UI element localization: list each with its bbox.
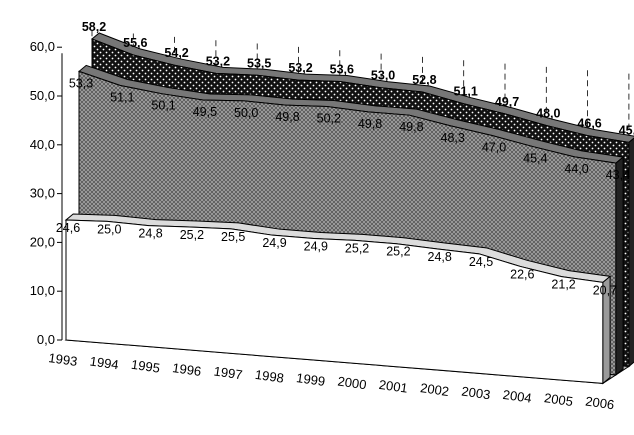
- data-label: 45,4: [523, 152, 547, 166]
- data-label: 25,2: [345, 241, 369, 255]
- data-label: 24,8: [428, 250, 452, 264]
- data-label: 47,0: [482, 141, 506, 155]
- x-tick-label: 2006: [584, 394, 615, 413]
- y-tick-label: 30,0: [30, 186, 55, 201]
- x-tick-label: 2000: [337, 373, 368, 392]
- x-tick-label: 1998: [254, 367, 285, 386]
- data-label: 45,9: [619, 123, 634, 137]
- data-label: 24,5: [469, 255, 493, 269]
- data-label: 53,0: [371, 69, 395, 83]
- x-tick-label: 2004: [502, 387, 533, 406]
- y-tick-label: 20,0: [30, 234, 55, 249]
- x-tick-label: 1997: [213, 363, 244, 382]
- data-label: 58,2: [82, 20, 106, 34]
- data-label: 53,6: [330, 62, 354, 76]
- y-tick-label: 60,0: [30, 39, 55, 54]
- data-label: 46,6: [577, 117, 601, 131]
- data-label: 22,6: [510, 267, 534, 281]
- y-tick-label: 10,0: [30, 283, 55, 298]
- data-label: 24,6: [56, 221, 80, 235]
- data-label: 49,8: [358, 117, 382, 131]
- x-tick-label: 1994: [89, 353, 120, 372]
- data-label: 49,8: [399, 120, 423, 134]
- data-label: 44,0: [564, 162, 588, 176]
- x-tick-label: 2003: [461, 384, 492, 403]
- data-label: 53,2: [288, 61, 312, 75]
- ribbons-layer: [64, 32, 634, 385]
- y-tick-label: 40,0: [30, 137, 55, 152]
- data-label: 53,3: [69, 76, 93, 90]
- data-label: 53,2: [206, 54, 230, 68]
- data-label: 49,5: [193, 105, 217, 119]
- series-side-edge: [615, 156, 624, 376]
- x-tick-label: 1995: [130, 357, 161, 376]
- data-label: 50,1: [151, 99, 175, 113]
- data-label: 25,2: [180, 228, 204, 242]
- data-label: 24,9: [262, 236, 286, 250]
- data-label: 51,1: [110, 90, 134, 104]
- x-tick-label: 2002: [419, 380, 450, 399]
- data-label: 43,4: [606, 168, 630, 182]
- y-tick-label: 0,0: [37, 332, 55, 347]
- data-label: 21,2: [551, 278, 575, 292]
- data-label: 48,3: [441, 131, 465, 145]
- data-label: 51,1: [454, 85, 478, 99]
- data-label: 48,0: [536, 106, 560, 120]
- labels-layer: 58,2 55,6 54,2 53,2 53,5 53,2 53,6 53,0 52,8 51,1…: [48, 20, 634, 412]
- data-label: 24,9: [304, 240, 328, 254]
- data-label: 50,2: [317, 112, 341, 126]
- data-label: 50,0: [234, 106, 258, 120]
- data-label: 53,5: [247, 56, 271, 70]
- series-side-edge: [602, 275, 611, 385]
- data-label: 25,5: [221, 230, 245, 244]
- data-label: 49,7: [495, 95, 519, 109]
- data-label: 24,8: [138, 227, 162, 241]
- x-tick-label: 1999: [295, 370, 326, 389]
- data-label: 49,8: [275, 110, 299, 124]
- x-tick-label: 1993: [48, 350, 79, 369]
- y-tick-label: 50,0: [30, 88, 55, 103]
- data-label: 55,6: [123, 36, 147, 50]
- data-label: 54,2: [164, 46, 188, 60]
- x-tick-label: 2005: [543, 390, 574, 409]
- x-tick-label: 2001: [378, 377, 409, 396]
- x-tick-label: 1996: [171, 360, 202, 379]
- data-label: 20,7: [593, 283, 617, 297]
- data-label: 52,8: [412, 73, 436, 87]
- data-label: 25,2: [386, 245, 410, 259]
- data-label: 25,0: [97, 222, 121, 236]
